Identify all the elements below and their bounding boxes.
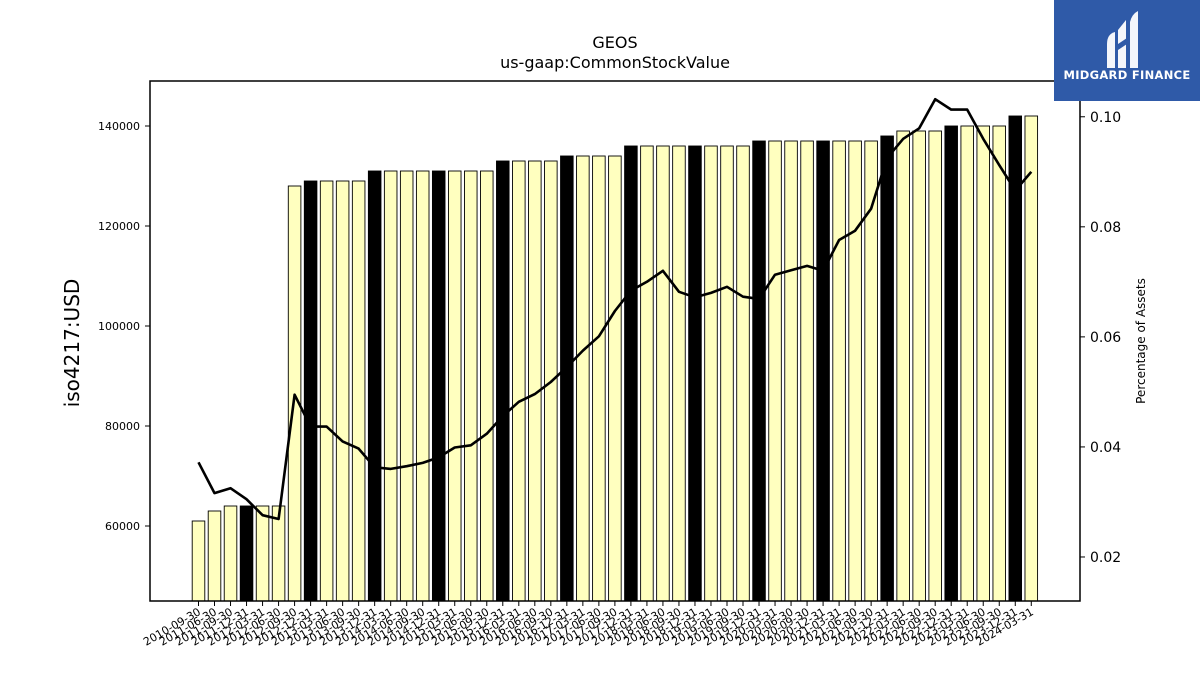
bar (736, 145, 750, 602)
bar-series (191, 115, 1039, 602)
bar (624, 145, 638, 602)
bar (848, 140, 862, 602)
bar (784, 140, 798, 602)
bar (464, 170, 478, 602)
bar (255, 505, 270, 602)
bar (640, 145, 654, 602)
bar (976, 125, 990, 602)
bar (399, 170, 414, 602)
x-axis: 2010-09-302011-06-302011-09-302011-12-31… (141, 601, 1036, 649)
bar (303, 180, 318, 602)
left-axis: 60000 80000 100000 120000 140000 (98, 120, 150, 533)
chart-subtitle: us-gaap:CommonStockValue (500, 53, 730, 72)
bar (832, 140, 846, 602)
logo-text: MIDGARD FINANCE (1063, 68, 1191, 82)
bar (768, 140, 782, 602)
bar (928, 130, 942, 602)
bar (480, 170, 494, 602)
bar (239, 505, 254, 602)
bar (319, 180, 334, 602)
bar (223, 505, 238, 602)
y2-tick-label: 0.02 (1090, 550, 1121, 566)
bar (800, 140, 814, 602)
chart-title: GEOS (592, 33, 637, 52)
line-series (197, 97, 1033, 521)
bar (1024, 115, 1039, 602)
bar (431, 170, 446, 602)
bar (351, 180, 366, 602)
bar (912, 130, 926, 602)
bar (896, 130, 910, 602)
y2-tick-label: 0.10 (1090, 110, 1121, 126)
bar (816, 140, 830, 602)
bar (528, 160, 542, 602)
bar (415, 170, 430, 602)
bar (960, 125, 974, 602)
bar (496, 160, 510, 602)
y-axis-label: iso4217:USD (60, 279, 84, 408)
y2-tick-label: 0.06 (1090, 330, 1121, 346)
y-tick-label: 140000 (98, 120, 140, 133)
bar (512, 160, 526, 602)
percentage-line (197, 97, 1033, 521)
y-tick-label: 80000 (105, 420, 140, 433)
bar (752, 140, 766, 602)
bar (992, 125, 1007, 602)
bar (335, 180, 350, 602)
y-tick-label: 60000 (105, 520, 140, 533)
bar (672, 145, 686, 602)
right-axis: 0.02 0.04 0.06 0.08 0.10 (1080, 110, 1121, 566)
bar (720, 145, 734, 602)
bar (592, 155, 606, 602)
bar (383, 170, 398, 602)
bar (191, 520, 206, 602)
bar (656, 145, 670, 602)
bar (704, 145, 718, 602)
y2-tick-label: 0.08 (1090, 220, 1121, 236)
bar (880, 135, 894, 602)
y2-tick-label: 0.04 (1090, 440, 1121, 456)
bar (608, 155, 622, 602)
bar (207, 510, 222, 602)
bar (944, 125, 958, 602)
logo-mark-icon (1107, 11, 1138, 68)
bar (576, 155, 590, 602)
bar (560, 155, 574, 602)
bar (688, 145, 702, 602)
y2-axis-label: Percentage of Assets (1134, 278, 1148, 404)
y-tick-label: 100000 (98, 320, 140, 333)
y-tick-label: 120000 (98, 220, 140, 233)
brand-logo: MIDGARD FINANCE (1054, 0, 1200, 101)
bar (367, 170, 382, 602)
bar (447, 170, 462, 602)
